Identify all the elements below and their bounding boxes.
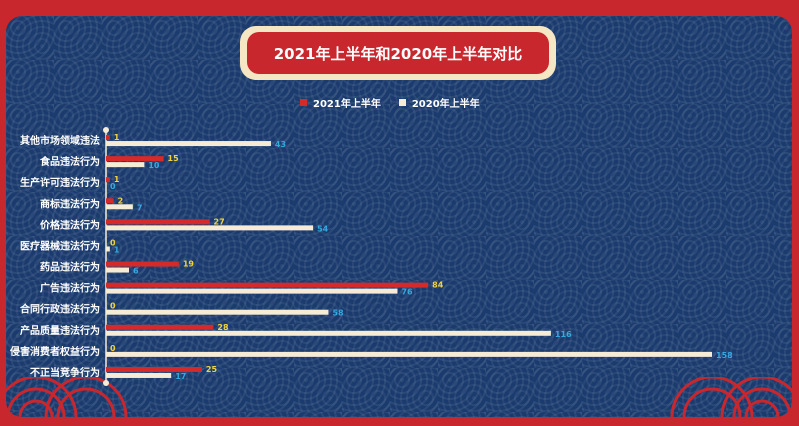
bar-2020[interactable] xyxy=(106,267,130,273)
category-label: 商标违法行为 xyxy=(40,197,100,210)
bar-2020[interactable] xyxy=(106,225,314,231)
category-label: 医疗器械违法行为 xyxy=(20,239,100,252)
data-label-2020: 158 xyxy=(716,351,733,360)
bar-2021[interactable] xyxy=(106,156,164,162)
data-label-2021: 0 xyxy=(110,302,116,311)
bar-2021[interactable] xyxy=(106,282,429,288)
title-banner: 2021年上半年和2020年上半年对比 xyxy=(240,26,556,80)
bar-2020[interactable] xyxy=(106,288,398,294)
bar-2020[interactable] xyxy=(106,330,551,336)
legend-label-2021: 2021年上半年 xyxy=(313,99,381,110)
bar-2021[interactable] xyxy=(106,261,179,267)
category-label: 价格违法行为 xyxy=(40,218,100,231)
legend-label-2020: 2020年上半年 xyxy=(411,99,480,110)
data-label-2021: 0 xyxy=(110,238,116,247)
data-label-2020: 0 xyxy=(110,182,116,191)
data-label-2020: 54 xyxy=(317,224,329,233)
data-label-2020: 43 xyxy=(275,140,286,149)
bar-2021[interactable] xyxy=(106,177,110,183)
data-label-2021: 28 xyxy=(217,323,229,332)
bar-2020[interactable] xyxy=(106,351,712,357)
data-label-2020: 58 xyxy=(332,309,344,318)
data-label-2021: 0 xyxy=(110,344,116,353)
bar-2021[interactable] xyxy=(106,219,210,225)
data-label-2021: 2 xyxy=(118,196,124,205)
bar-2021[interactable] xyxy=(106,135,110,141)
category-label: 食品违法行为 xyxy=(39,155,100,168)
data-label-2020: 1 xyxy=(114,245,120,254)
data-label-2020: 10 xyxy=(148,161,160,170)
bar-2020[interactable] xyxy=(106,372,172,378)
data-label-2021: 1 xyxy=(114,175,120,184)
data-label-2021: 25 xyxy=(206,365,218,374)
legend-item-2020[interactable]: 2020年上半年 xyxy=(398,95,480,110)
bar-2020[interactable] xyxy=(106,246,110,252)
data-label-2020: 6 xyxy=(133,267,139,276)
decorative-wave-left xyxy=(6,377,128,417)
data-label-2020: 7 xyxy=(137,203,143,212)
bar-2020[interactable] xyxy=(106,309,329,315)
title-banner-inner: 2021年上半年和2020年上半年对比 xyxy=(247,32,549,74)
data-label-2021: 19 xyxy=(183,260,195,269)
decorative-wave-right xyxy=(670,377,792,417)
data-label-2021: 15 xyxy=(168,154,180,163)
category-label: 药品违法行为 xyxy=(40,261,100,274)
data-label-2020: 116 xyxy=(555,330,572,339)
chart-panel xyxy=(6,16,792,417)
data-label-2021: 27 xyxy=(214,217,225,226)
bar-2020[interactable] xyxy=(106,141,271,147)
category-label: 合同行政违法行为 xyxy=(19,303,100,316)
legend-item-2021[interactable]: 2021年上半年 xyxy=(300,95,381,110)
category-label: 广告违法行为 xyxy=(40,282,100,295)
bar-2021[interactable] xyxy=(106,324,214,330)
legend: 2021年上半年 2020年上半年 xyxy=(300,95,480,110)
category-label: 生产许可违法行为 xyxy=(20,176,100,189)
bar-2021[interactable] xyxy=(106,198,114,204)
category-label: 其他市场领域违法 xyxy=(20,134,100,147)
bar-2020[interactable] xyxy=(106,204,133,210)
category-label: 产品质量违法行为 xyxy=(20,324,100,337)
y-axis-cap-top xyxy=(103,127,109,133)
y-axis-cap-bottom xyxy=(103,380,109,386)
legend-swatch-2020 xyxy=(398,99,406,106)
data-label-2021: 1 xyxy=(114,133,120,142)
bar-2020[interactable] xyxy=(106,162,145,168)
category-label: 侵害消费者权益行为 xyxy=(9,345,100,358)
data-label-2021: 84 xyxy=(432,281,444,290)
data-label-2020: 17 xyxy=(175,372,186,381)
category-label: 不正当竞争行为 xyxy=(30,366,100,379)
data-label-2020: 76 xyxy=(401,288,413,297)
bar-2021[interactable] xyxy=(106,366,202,372)
chart-title: 2021年上半年和2020年上半年对比 xyxy=(273,44,523,63)
legend-swatch-2021 xyxy=(300,99,307,106)
